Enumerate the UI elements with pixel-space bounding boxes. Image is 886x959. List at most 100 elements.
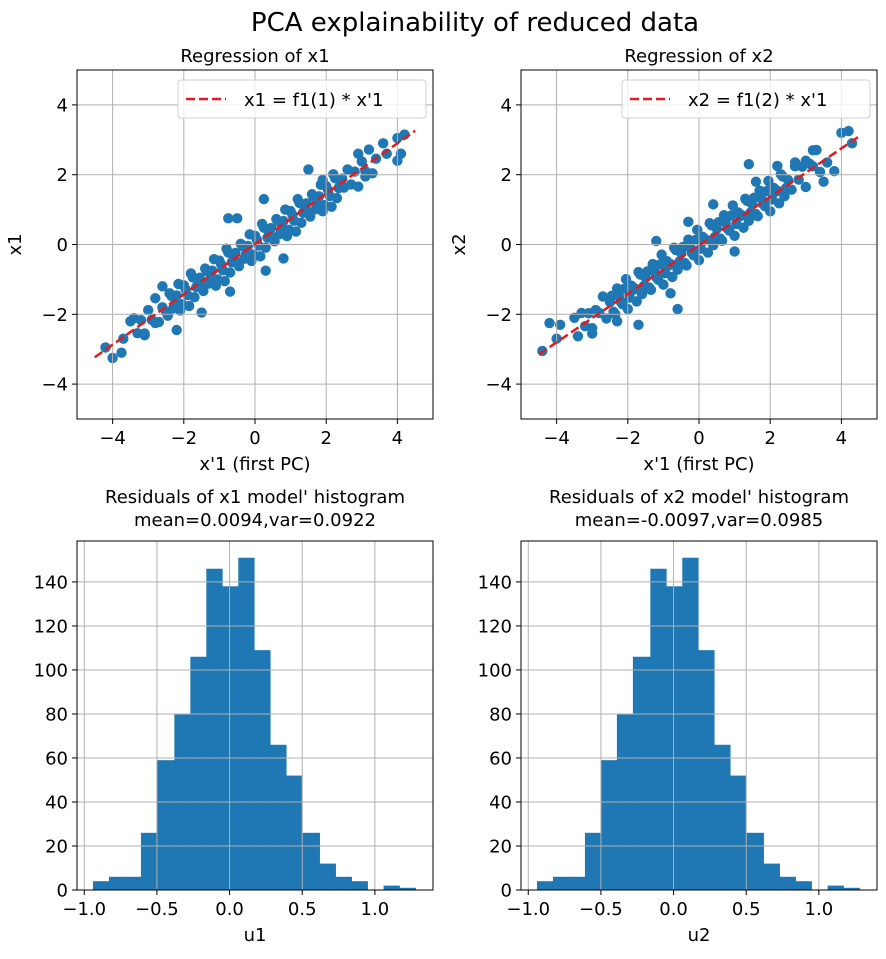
scatter-point bbox=[727, 200, 739, 211]
x-axis-label: u2 bbox=[688, 925, 711, 946]
histogram-bar bbox=[568, 876, 586, 890]
scatter-point bbox=[244, 229, 255, 240]
scatter-point bbox=[171, 324, 182, 336]
scatter-point bbox=[290, 226, 302, 237]
y-tick-label: −4 bbox=[41, 375, 68, 396]
scatter-point bbox=[255, 251, 266, 262]
y-tick-label: 80 bbox=[489, 704, 512, 725]
scatter-point bbox=[821, 157, 833, 168]
subplot-3: −1.0 −0.5 0.0 0.5 1.0 0 20 40 60 80 100 120 140 Resid… bbox=[34, 487, 434, 946]
histogram-bar bbox=[140, 832, 158, 890]
histogram-bar bbox=[763, 863, 780, 890]
subplot-4: −1.0 −0.5 0.0 0.5 1.0 0 20 40 60 80 100 120 140 Resid… bbox=[478, 487, 878, 946]
scatter-point bbox=[232, 213, 243, 224]
scatter-point bbox=[756, 192, 767, 204]
scatter-point bbox=[269, 236, 280, 247]
scatter-point bbox=[716, 235, 728, 246]
scatter-point bbox=[789, 157, 801, 168]
histogram-bar bbox=[270, 744, 287, 890]
scatter-point bbox=[656, 249, 667, 260]
y-tick-label: 20 bbox=[45, 836, 68, 857]
scatter-point bbox=[143, 304, 154, 316]
axes-frame bbox=[76, 540, 434, 891]
legend: x1 = f1(1) * x'1 bbox=[177, 79, 427, 119]
scatter-point bbox=[183, 300, 195, 312]
scatter-point bbox=[818, 176, 829, 187]
scatter-point bbox=[708, 199, 719, 210]
histogram-bar bbox=[714, 744, 731, 890]
x-tick-label: 0 bbox=[693, 428, 704, 449]
x-tick-label: 4 bbox=[836, 428, 847, 449]
histogram-bar bbox=[286, 775, 303, 890]
histogram-bar bbox=[666, 586, 683, 890]
histogram-bar bbox=[795, 881, 812, 890]
histogram-bar bbox=[206, 568, 223, 890]
scatter-point bbox=[381, 148, 392, 159]
histogram-bar bbox=[302, 832, 320, 890]
scatter-point bbox=[395, 148, 407, 159]
plot-area bbox=[92, 557, 416, 890]
histogram-bar bbox=[222, 586, 239, 890]
histogram-bar bbox=[584, 832, 602, 890]
axes-frame bbox=[520, 540, 878, 891]
subplot-subtitle: mean=0.0094,var=0.0922 bbox=[134, 510, 376, 531]
scatter-point bbox=[265, 222, 277, 234]
scatter-point bbox=[308, 191, 319, 202]
scatter-point bbox=[620, 273, 632, 285]
x-tick-label: −0.5 bbox=[135, 899, 179, 920]
x-tick-label: −2 bbox=[171, 428, 198, 449]
y-axis-label: x1 bbox=[5, 233, 26, 255]
y-tick-label: 80 bbox=[45, 704, 68, 725]
scatter-point bbox=[738, 222, 749, 233]
subplot-title: Regression of x1 bbox=[180, 46, 329, 67]
x-axis-label: u1 bbox=[244, 925, 267, 946]
x-tick-label: 1.0 bbox=[361, 899, 390, 920]
x-tick-label: −1.0 bbox=[62, 899, 106, 920]
scatter-point bbox=[750, 176, 762, 187]
figure-title: PCA explainability of reduced data bbox=[251, 8, 699, 38]
scatter-point bbox=[763, 175, 774, 187]
scatter-point bbox=[208, 253, 220, 265]
scatter-point bbox=[843, 125, 854, 137]
scatter-point bbox=[702, 247, 714, 258]
y-tick-label: −2 bbox=[41, 305, 68, 326]
scatter-point bbox=[672, 303, 683, 315]
x-tick-label: 2 bbox=[320, 428, 331, 449]
y-tick-label: −2 bbox=[485, 305, 512, 326]
scatter-point bbox=[667, 271, 678, 283]
scatter-point bbox=[272, 216, 284, 227]
scatter-point bbox=[636, 288, 648, 300]
histogram-bar bbox=[190, 656, 207, 890]
y-tick-label: 60 bbox=[45, 748, 68, 769]
scatter-point bbox=[317, 174, 328, 186]
y-tick-label: 60 bbox=[489, 748, 512, 769]
subplot-1: −4 −2 0 2 4 −4 −2 0 2 4 Regression of x1 x'1 (first… bbox=[5, 46, 434, 475]
histogram-bar bbox=[108, 876, 126, 890]
scatter-point bbox=[777, 171, 788, 182]
y-tick-label: 2 bbox=[501, 165, 512, 186]
scatter-point bbox=[219, 275, 230, 287]
scatter-point bbox=[196, 307, 207, 318]
histogram-bar bbox=[843, 887, 860, 890]
histogram-bar bbox=[351, 881, 368, 890]
scatter-point bbox=[800, 181, 811, 193]
legend: x2 = f1(2) * x'1 bbox=[621, 79, 871, 119]
y-tick-label: 0 bbox=[57, 881, 68, 902]
y-tick-label: 4 bbox=[501, 95, 512, 116]
scatter-point bbox=[201, 265, 213, 277]
scatter-point bbox=[544, 317, 555, 329]
scatter-point bbox=[672, 264, 683, 275]
scatter-point bbox=[601, 313, 612, 324]
y-tick-label: 120 bbox=[478, 616, 512, 637]
scatter-point bbox=[649, 266, 660, 277]
scatter-point bbox=[633, 319, 644, 330]
histogram-bar bbox=[552, 876, 570, 890]
scatter-point bbox=[189, 291, 200, 303]
histogram-bar bbox=[383, 885, 400, 890]
scatter-point bbox=[569, 312, 580, 323]
scatter-point bbox=[233, 260, 245, 272]
scatter-point bbox=[377, 138, 389, 149]
scatter-point bbox=[258, 193, 270, 205]
scatter-point bbox=[162, 310, 173, 321]
